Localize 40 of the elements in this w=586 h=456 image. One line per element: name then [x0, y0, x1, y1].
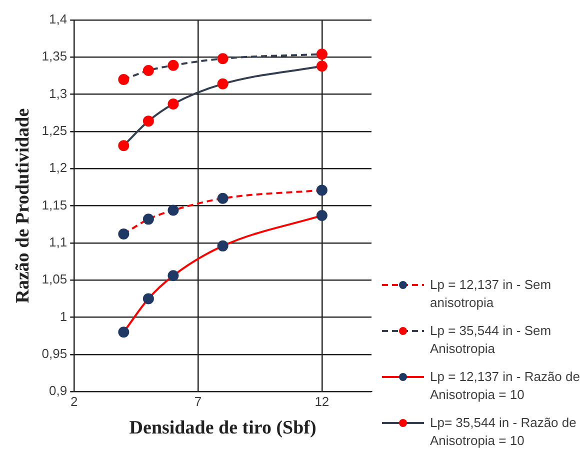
legend-label: Lp = 12,137 in - Razão de Anisotropia = 10	[430, 368, 580, 404]
x-tick-label: 7	[194, 394, 202, 409]
point	[142, 65, 154, 76]
point	[217, 53, 228, 64]
y-tick-label: 1,25	[42, 123, 68, 138]
point	[316, 60, 328, 72]
y-tick-label: 1,05	[42, 272, 68, 287]
point	[217, 192, 228, 204]
point	[118, 228, 130, 240]
y-tick-label: 1,1	[49, 234, 68, 250]
point	[168, 98, 179, 110]
point	[142, 293, 154, 304]
legend-label: Lp = 12,137 in - Sem anisotropia	[430, 276, 552, 312]
point	[142, 116, 154, 127]
y-tick-label: 1,2	[49, 160, 68, 176]
legend-label: Lp= 35,544 in - Razão de Anisotropia = 10	[430, 414, 578, 450]
x-tick-label: 2	[70, 394, 78, 409]
y-tick-label: 1,4	[49, 12, 68, 27]
point	[316, 184, 328, 196]
y-tick-label: 1	[60, 308, 68, 324]
legend-label: Lp = 35,544 in - Sem Anisotropia	[430, 322, 552, 358]
point	[118, 326, 130, 338]
y-axis-title: Razão de Produtividade	[12, 108, 34, 304]
point	[168, 204, 179, 216]
point	[316, 210, 328, 221]
point	[118, 74, 130, 85]
y-tick-label: 1,35	[42, 48, 68, 64]
x-tick-label: 12	[314, 394, 330, 409]
y-tick-label: 0,95	[42, 346, 68, 362]
point	[168, 60, 179, 71]
y-tick-label: 1,15	[42, 197, 68, 212]
x-axis-title: Densidade de tiro (Sbf)	[129, 418, 316, 439]
y-tick-label: 1,3	[49, 86, 68, 101]
y-tick-label: 0,9	[49, 383, 68, 398]
point	[217, 78, 228, 90]
point	[118, 140, 130, 152]
point	[217, 240, 228, 252]
point	[142, 214, 154, 225]
point	[168, 270, 179, 282]
point	[316, 48, 328, 60]
